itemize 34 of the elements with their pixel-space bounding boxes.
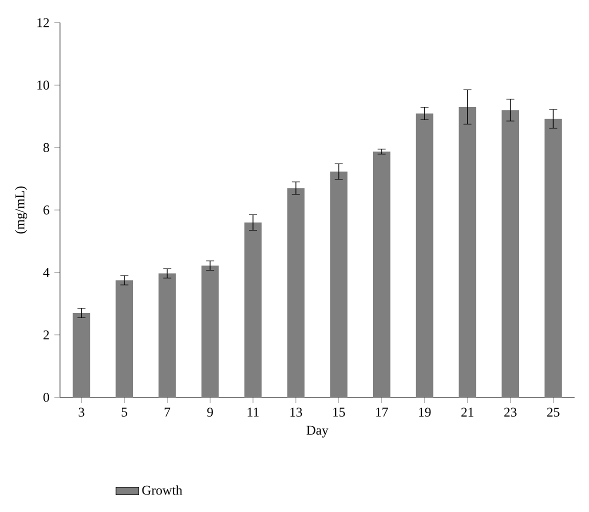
y-tick-label: 8	[43, 143, 50, 152]
bar	[287, 188, 305, 398]
bar	[416, 114, 434, 398]
x-tick-label: 3	[78, 408, 84, 417]
x-tick-label: 13	[290, 408, 302, 417]
legend-label: Growth	[142, 485, 182, 495]
y-axis-title: (mg/mL)	[14, 186, 28, 234]
x-tick-label: 23	[504, 408, 516, 417]
y-tick-label: 12	[37, 18, 49, 28]
bar	[373, 152, 390, 398]
x-tick-label: 17	[376, 408, 388, 417]
x-tick-label: 11	[248, 408, 259, 417]
bar	[72, 313, 90, 398]
x-tick-label: 21	[461, 408, 474, 417]
bar	[544, 118, 562, 398]
bar	[502, 110, 520, 398]
x-tick-label: 25	[547, 408, 560, 417]
x-tick-label: 5	[122, 408, 128, 417]
bar	[330, 172, 348, 398]
y-tick-label: 6	[44, 206, 50, 214]
bar	[158, 273, 176, 398]
x-tick-label: 7	[164, 408, 170, 416]
x-tick-label: 19	[419, 408, 431, 417]
y-tick-label: 0	[43, 392, 50, 402]
bar	[201, 266, 219, 398]
y-tick-label: 2	[44, 330, 49, 340]
y-tick-label: 4	[43, 268, 50, 277]
x-tick-label: 15	[333, 408, 345, 417]
bar	[458, 106, 476, 398]
y-tick-label: 10	[37, 80, 50, 90]
x-tick-label: 9	[207, 408, 213, 417]
x-axis-title: Day	[306, 426, 328, 438]
bar	[244, 222, 262, 398]
bar	[116, 280, 134, 398]
